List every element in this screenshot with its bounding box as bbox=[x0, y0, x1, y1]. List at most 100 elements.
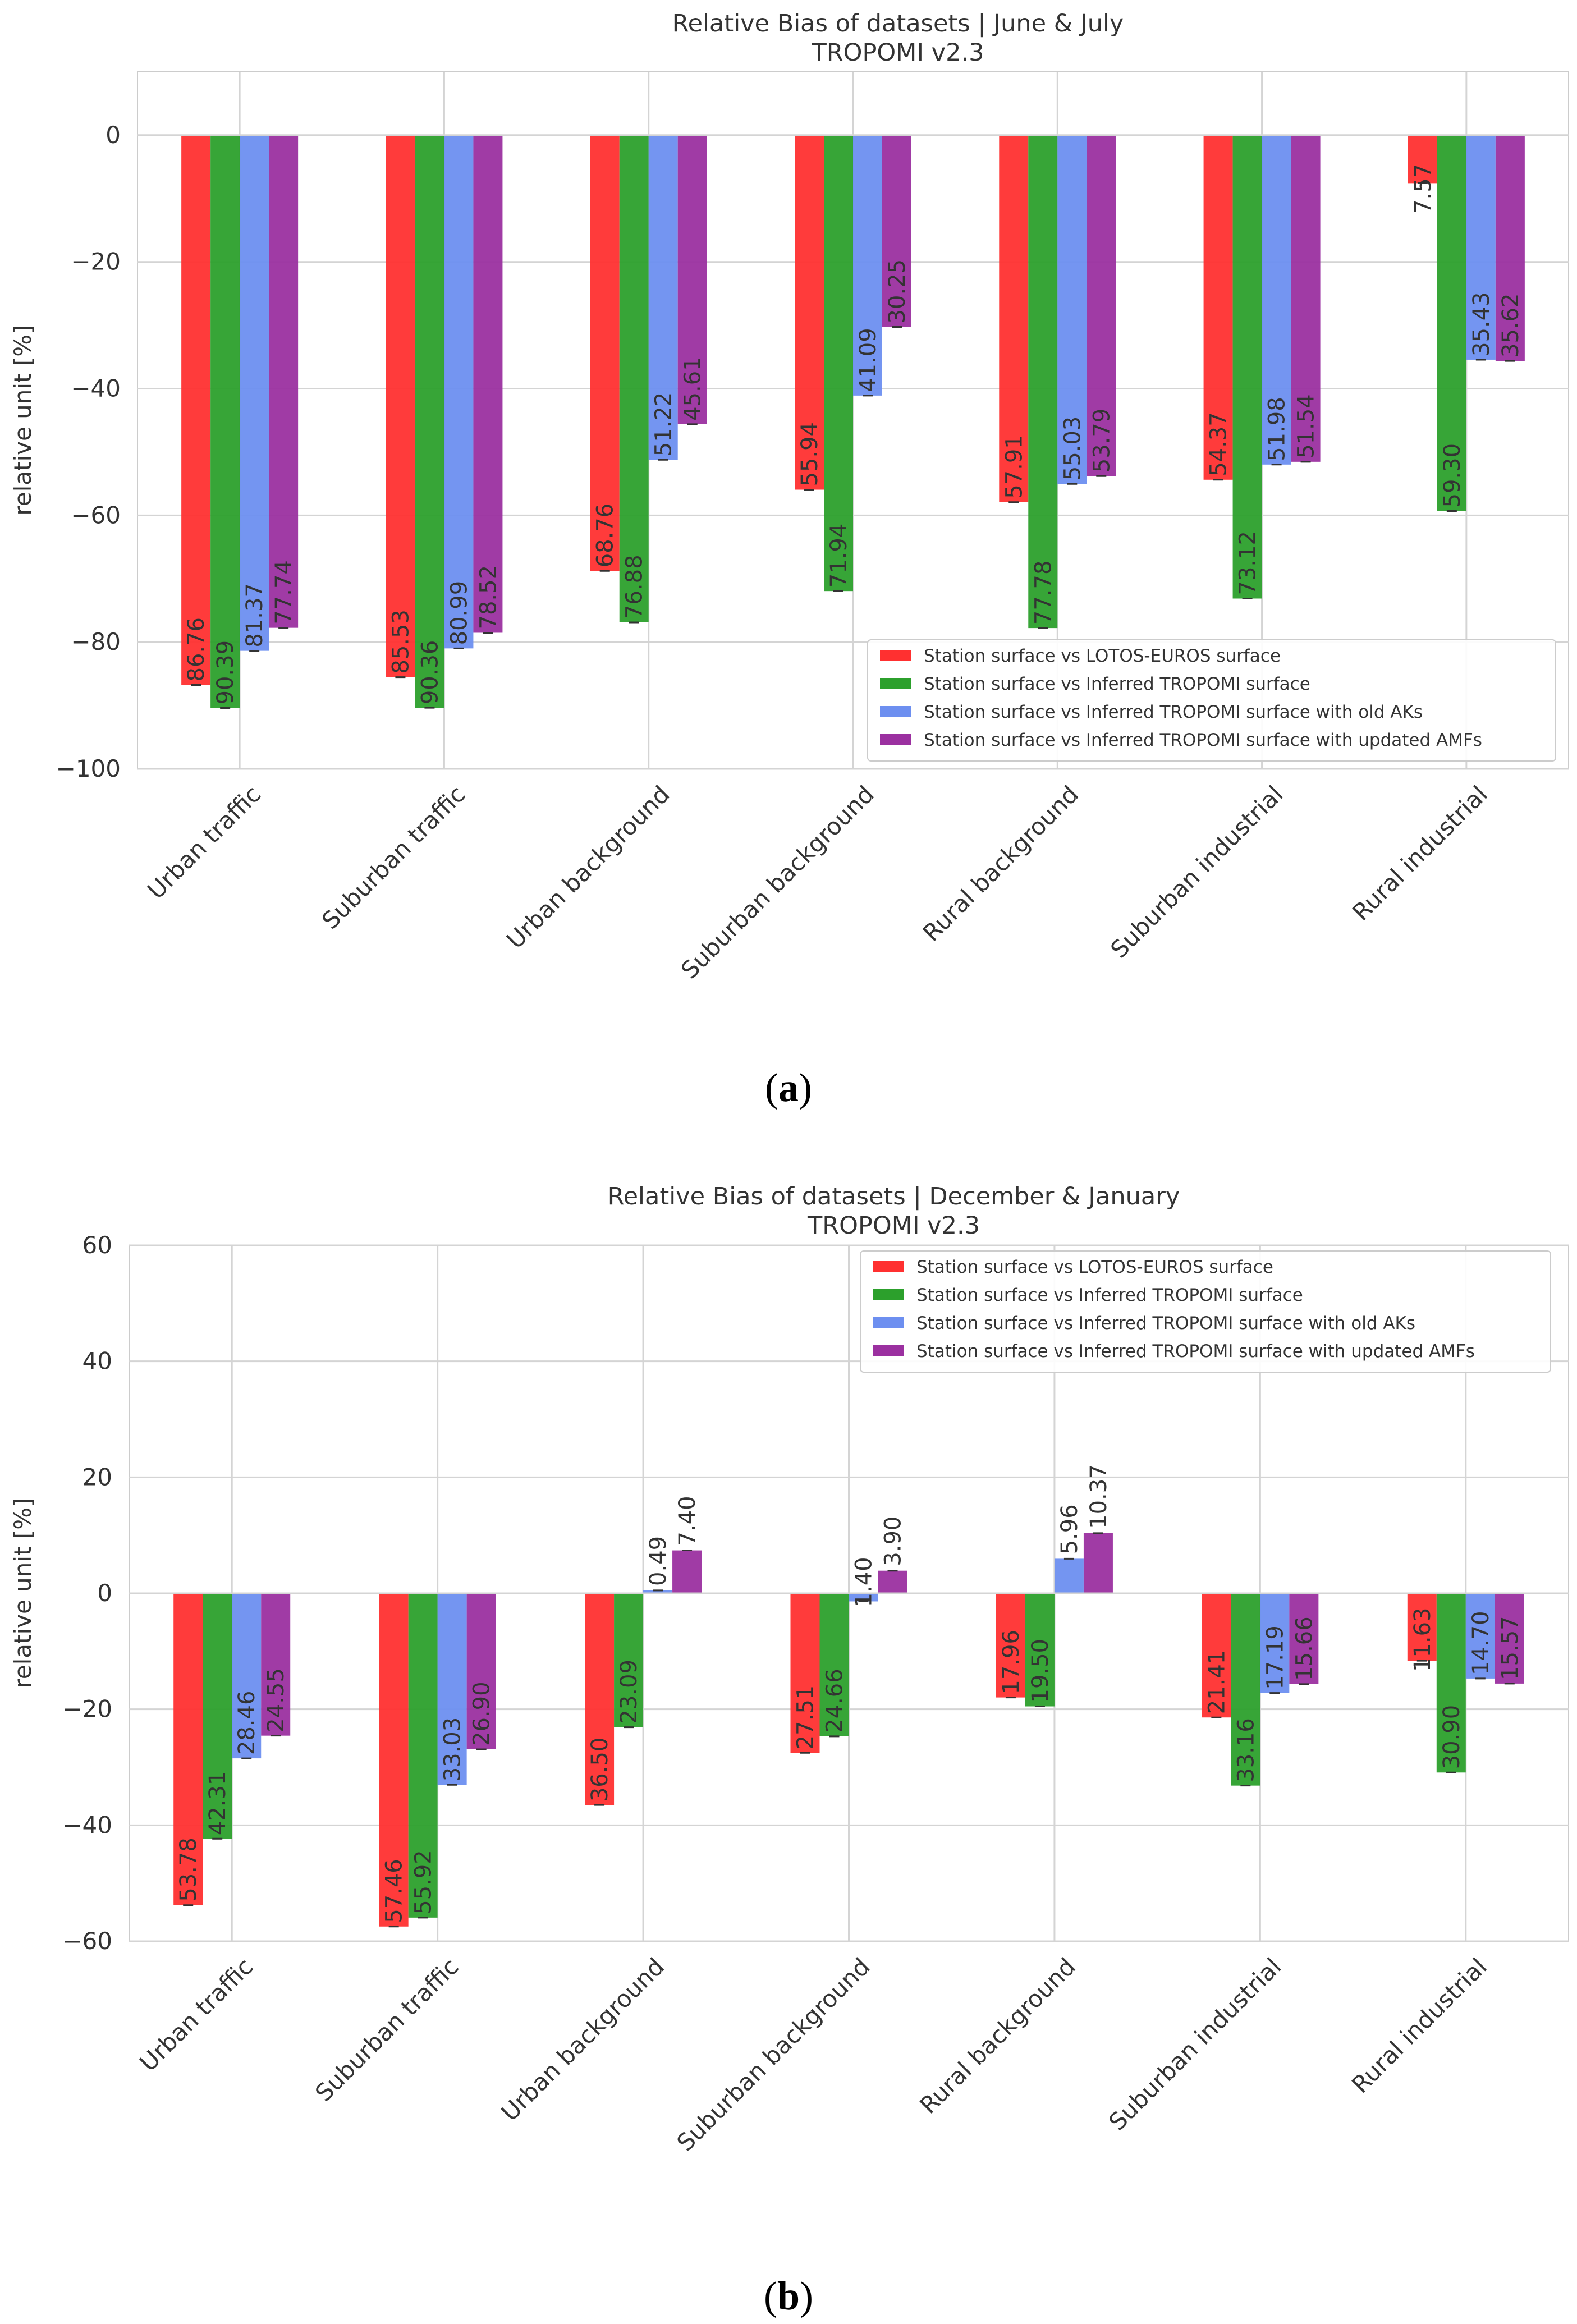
bar-value-label: 5.96 bbox=[1057, 1504, 1083, 1554]
bar-value-label: 27.51 bbox=[793, 1685, 819, 1750]
chart-subtitle: TROPOMI v2.3 bbox=[811, 39, 984, 67]
bar bbox=[1408, 135, 1437, 184]
legend-entry: Station surface vs LOTOS-EUROS surface bbox=[924, 646, 1281, 666]
bar bbox=[1437, 135, 1466, 511]
bar bbox=[1203, 135, 1233, 480]
bar bbox=[790, 1593, 820, 1753]
bar bbox=[1466, 135, 1496, 360]
bar-value-label: 51.54 bbox=[1294, 394, 1319, 459]
bar-value-label: 73.12 bbox=[1235, 531, 1261, 595]
bar bbox=[466, 1593, 496, 1749]
bar-value-label: 76.88 bbox=[622, 554, 648, 619]
legend-entry: Station surface vs LOTOS-EUROS surface bbox=[916, 1257, 1273, 1277]
legend-entry: Station surface vs Inferred TROPOMI surf… bbox=[916, 1341, 1475, 1362]
bar-value-label: 90.36 bbox=[417, 640, 443, 705]
bar bbox=[203, 1593, 232, 1839]
bar-value-label: 54.37 bbox=[1206, 412, 1232, 476]
y-tick-label: 0 bbox=[97, 1579, 112, 1607]
bar bbox=[1495, 1593, 1524, 1684]
bar-value-label: 57.91 bbox=[1001, 434, 1027, 499]
caption-b: (b) bbox=[764, 2273, 813, 2318]
bar-value-label: 1.40 bbox=[851, 1557, 877, 1607]
bar bbox=[444, 135, 474, 649]
legend: Station surface vs LOTOS-EUROS surface St… bbox=[867, 639, 1556, 762]
bar-value-label: 90.39 bbox=[213, 640, 239, 705]
bar bbox=[614, 1593, 644, 1727]
chart-subtitle: TROPOMI v2.3 bbox=[807, 1212, 980, 1240]
bar bbox=[1028, 135, 1058, 629]
bar-value-label: 28.46 bbox=[234, 1691, 260, 1755]
bar-value-label: 59.30 bbox=[1440, 443, 1465, 508]
bar bbox=[379, 1593, 409, 1927]
bar-value-label: 35.62 bbox=[1498, 294, 1524, 358]
bar-value-label: 71.94 bbox=[826, 524, 852, 588]
bar bbox=[181, 135, 211, 685]
bar-value-label: 21.41 bbox=[1204, 1650, 1230, 1715]
legend-frame bbox=[860, 1250, 1551, 1373]
bar bbox=[999, 135, 1029, 502]
bar-value-label: 17.19 bbox=[1262, 1625, 1288, 1690]
bar-value-label: 51.22 bbox=[651, 392, 677, 457]
y-tick-label: −60 bbox=[62, 1927, 112, 1955]
y-tick-label: 40 bbox=[82, 1347, 112, 1375]
bar-value-label: 41.09 bbox=[855, 328, 881, 392]
legend-swatch bbox=[873, 1261, 904, 1272]
bar bbox=[1083, 1533, 1113, 1593]
bar bbox=[795, 135, 824, 490]
bar-value-label: 35.43 bbox=[1469, 292, 1495, 356]
bar-value-label: 24.55 bbox=[263, 1668, 289, 1732]
bar-value-label: 85.53 bbox=[388, 609, 414, 674]
bar bbox=[415, 135, 444, 708]
caption-a: (a) bbox=[765, 1065, 812, 1110]
bar-value-label: 45.61 bbox=[680, 356, 706, 421]
chart-title: Relative Bias of datasets | December & J… bbox=[608, 1182, 1180, 1211]
y-tick-label: −60 bbox=[71, 501, 121, 529]
bar bbox=[643, 1590, 673, 1593]
bar bbox=[648, 135, 678, 460]
bar bbox=[261, 1593, 291, 1736]
bar-value-label: 14.70 bbox=[1468, 1611, 1494, 1675]
bar-value-label: 30.90 bbox=[1439, 1705, 1465, 1770]
bar-value-label: 33.03 bbox=[440, 1717, 466, 1782]
y-axis-label: relative unit [%] bbox=[9, 1498, 36, 1688]
bar bbox=[590, 135, 620, 571]
bar bbox=[585, 1593, 615, 1805]
bar bbox=[1407, 1593, 1437, 1661]
bar-value-label: 19.50 bbox=[1028, 1639, 1053, 1703]
legend-swatch bbox=[873, 1345, 904, 1356]
bar-value-label: 55.03 bbox=[1060, 416, 1085, 481]
legend-swatch bbox=[873, 1317, 904, 1328]
bar-value-label: 81.37 bbox=[242, 583, 268, 648]
bar bbox=[437, 1593, 467, 1785]
bar bbox=[1057, 135, 1087, 484]
bar bbox=[824, 135, 853, 592]
bar bbox=[677, 135, 707, 424]
bar bbox=[819, 1593, 849, 1736]
bar-value-label: 36.50 bbox=[587, 1738, 613, 1802]
bar bbox=[210, 135, 240, 708]
legend-entry: Station surface vs Inferred TROPOMI surf… bbox=[924, 702, 1423, 722]
legend-swatch bbox=[873, 1289, 904, 1300]
bar bbox=[1202, 1593, 1231, 1718]
bar-value-label: 80.99 bbox=[446, 581, 472, 645]
bar bbox=[269, 135, 299, 628]
bar-value-label: 53.79 bbox=[1089, 409, 1115, 473]
bar bbox=[1465, 1593, 1495, 1679]
legend-entry: Station surface vs Inferred TROPOMI surf… bbox=[924, 674, 1310, 694]
bar bbox=[619, 135, 649, 622]
bar bbox=[408, 1593, 438, 1918]
bar bbox=[1289, 1593, 1319, 1684]
bar-value-label: 78.52 bbox=[475, 565, 501, 630]
bar-value-label: 77.78 bbox=[1030, 561, 1056, 625]
bar-value-label: 57.46 bbox=[382, 1859, 407, 1923]
bar bbox=[996, 1593, 1025, 1698]
legend-swatch bbox=[880, 734, 911, 745]
legend-entry: Station surface vs Inferred TROPOMI surf… bbox=[924, 730, 1482, 750]
bar-value-label: 53.78 bbox=[176, 1837, 201, 1902]
bar-value-label: 15.57 bbox=[1497, 1616, 1523, 1680]
legend-swatch bbox=[880, 706, 911, 717]
bar-value-label: 68.76 bbox=[593, 503, 618, 568]
bar bbox=[173, 1593, 203, 1905]
bar bbox=[849, 1593, 878, 1602]
